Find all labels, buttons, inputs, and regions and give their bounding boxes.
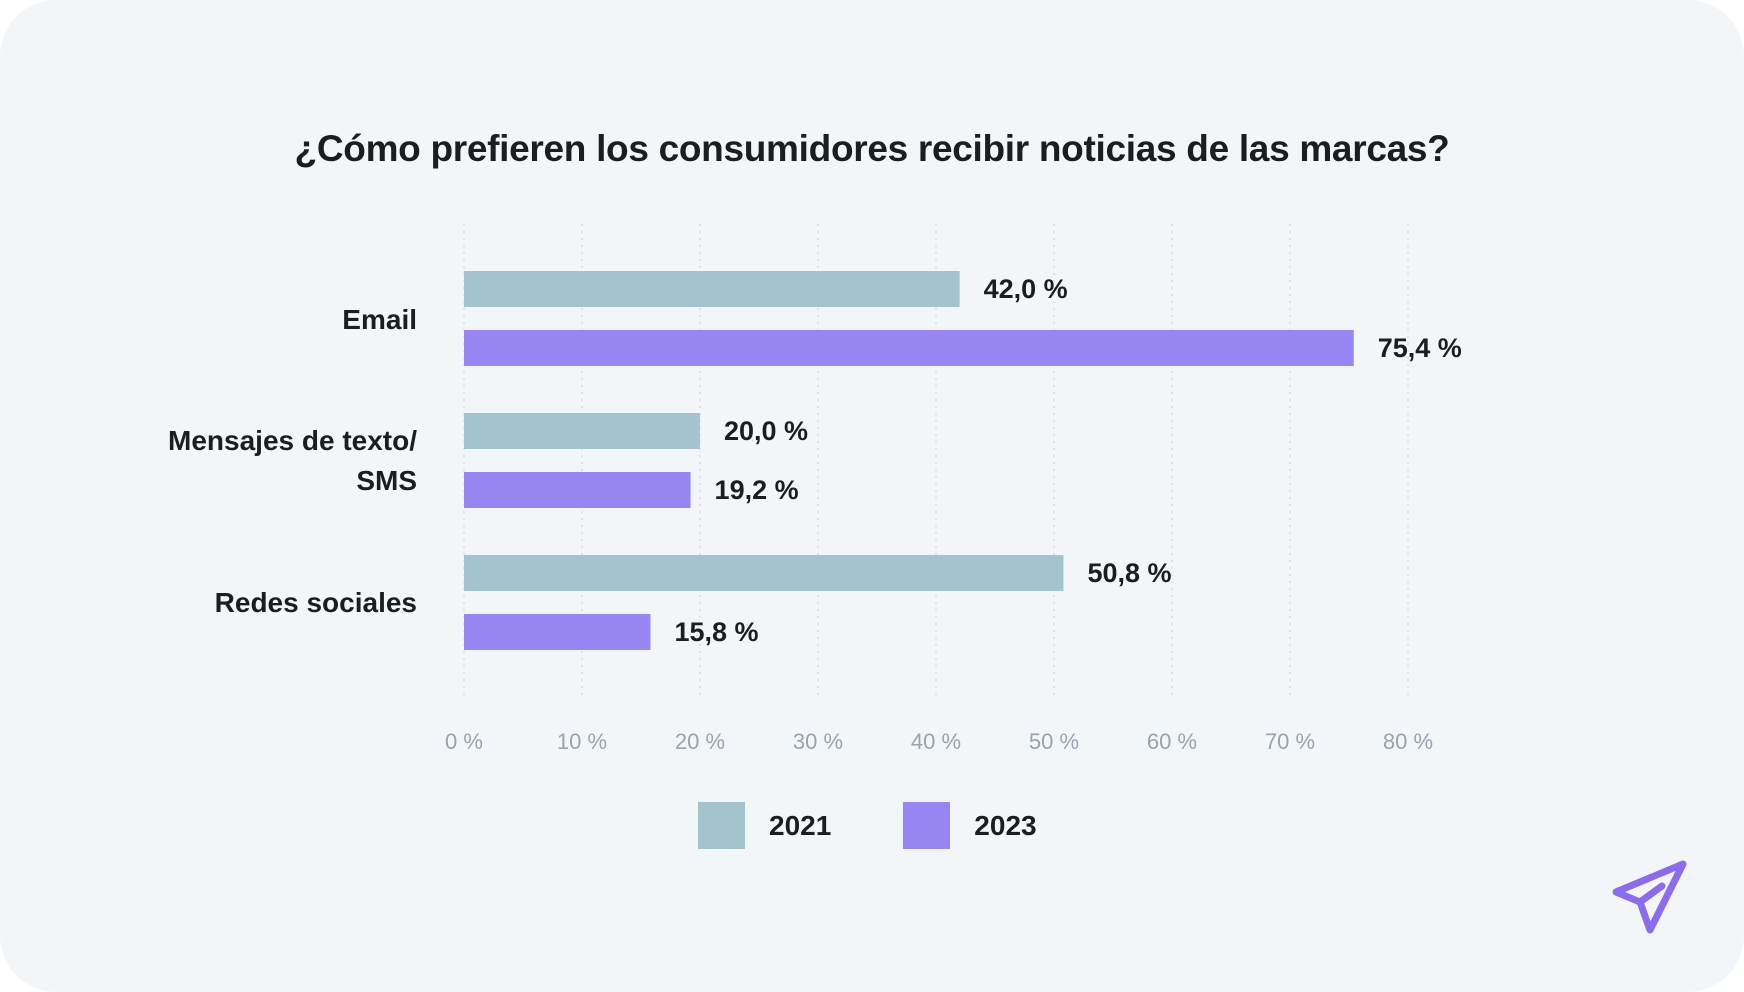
x-tick-label: 60 % bbox=[1147, 729, 1197, 754]
bar-value-label: 20,0 % bbox=[724, 416, 808, 446]
bar-value-label: 15,8 % bbox=[674, 617, 758, 647]
x-axis-ticks: 0 % 10 % 20 % 30 % 40 % 50 % 60 % 70 % 80 % bbox=[445, 729, 1433, 754]
bar-value-label: 19,2 % bbox=[715, 475, 799, 505]
bar-2021 bbox=[464, 271, 960, 307]
bars bbox=[464, 271, 1354, 650]
bar-2021 bbox=[464, 413, 700, 449]
bar-value-label: 42,0 % bbox=[984, 274, 1068, 304]
bar-2023 bbox=[464, 330, 1354, 366]
legend-item-2023: 2023 bbox=[903, 802, 1037, 849]
legend-label-2021: 2021 bbox=[769, 809, 832, 841]
bar-2023 bbox=[464, 472, 691, 508]
category-label-sms: Mensajes de texto/ SMS bbox=[97, 421, 417, 501]
legend-swatch-2023 bbox=[903, 802, 951, 849]
bar-2023 bbox=[464, 614, 651, 650]
x-tick-label: 50 % bbox=[1029, 729, 1079, 754]
value-labels: 42,0 % 75,4 % 20,0 % 19,2 % 50,8 % 15,8 % bbox=[674, 274, 1461, 647]
category-label-line: Redes sociales bbox=[214, 587, 417, 618]
bar-value-label: 50,8 % bbox=[1087, 558, 1171, 588]
category-label-line: Mensajes de texto/ bbox=[168, 425, 417, 456]
category-label-line: SMS bbox=[356, 465, 417, 496]
paper-plane-icon bbox=[1612, 860, 1687, 934]
x-tick-label: 40 % bbox=[911, 729, 961, 754]
category-label-email: Email bbox=[97, 300, 417, 340]
grid-lines bbox=[463, 224, 1409, 700]
category-label-line: Email bbox=[342, 304, 417, 335]
category-label-social: Redes sociales bbox=[97, 583, 417, 623]
x-tick-label: 80 % bbox=[1383, 729, 1433, 754]
x-tick-label: 30 % bbox=[793, 729, 843, 754]
legend-swatch-2021 bbox=[698, 802, 745, 849]
x-tick-label: 70 % bbox=[1265, 729, 1315, 754]
legend: 2021 2023 bbox=[698, 802, 1109, 849]
bar-2021 bbox=[464, 555, 1064, 591]
x-tick-label: 20 % bbox=[675, 729, 725, 754]
x-tick-label: 0 % bbox=[445, 729, 483, 754]
legend-item-2021: 2021 bbox=[698, 802, 831, 849]
chart-title: ¿Cómo prefieren los consumidores recibir… bbox=[294, 128, 1450, 169]
legend-label-2023: 2023 bbox=[974, 809, 1037, 841]
bar-value-label: 75,4 % bbox=[1378, 333, 1462, 363]
x-tick-label: 10 % bbox=[557, 729, 607, 754]
